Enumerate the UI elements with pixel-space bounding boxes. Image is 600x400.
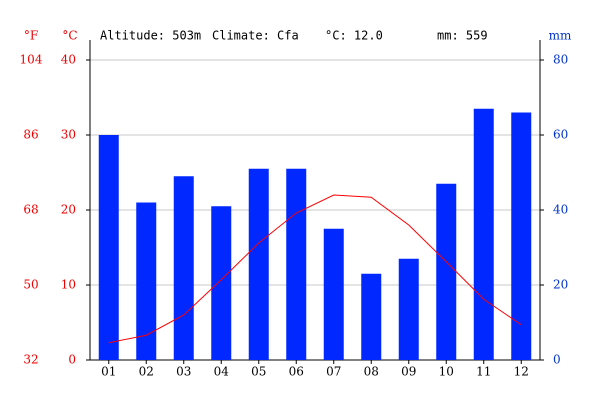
y-tick-label: 20: [61, 203, 76, 217]
y2-tick-label: 20: [553, 278, 568, 292]
bar: [323, 228, 344, 360]
y-axis-title: °C: [62, 29, 77, 43]
header-climate: Climate: Cfa: [212, 29, 299, 43]
bar: [436, 183, 457, 360]
y-tick-label: 40: [61, 53, 76, 67]
bar: [136, 202, 157, 360]
y-tick-label: 30: [61, 128, 76, 142]
x-tick-label: 02: [139, 365, 154, 379]
header-precip: mm: 559: [437, 29, 488, 43]
f-tick-label: 68: [23, 203, 38, 217]
x-tick-label: 04: [214, 365, 230, 379]
header-altitude: Altitude: 503m: [100, 29, 201, 43]
x-tick-label: 10: [439, 365, 454, 379]
bar: [286, 168, 307, 360]
x-tick-label: 11: [476, 365, 491, 379]
x-tick-label: 01: [101, 365, 116, 379]
y-tick-label: 0: [68, 353, 76, 367]
bar: [398, 258, 419, 360]
f-axis-title: °F: [24, 29, 38, 43]
bar: [173, 176, 194, 360]
bar: [211, 206, 232, 360]
bar: [98, 135, 119, 360]
y2-tick-label: 0: [553, 353, 561, 367]
x-tick-label: 03: [176, 365, 191, 379]
x-tick-label: 07: [326, 365, 341, 379]
bar: [248, 168, 269, 360]
y2-tick-label: 40: [553, 203, 568, 217]
y-tick-label: 10: [61, 278, 76, 292]
temperature-line: [108, 194, 522, 344]
x-tick-label: 12: [514, 365, 529, 379]
bar: [511, 112, 532, 360]
f-tick-label: 104: [20, 53, 43, 67]
x-tick-label: 06: [289, 365, 304, 379]
y2-axis-title: mm: [549, 29, 572, 43]
bar: [473, 108, 494, 360]
x-tick-label: 05: [251, 365, 266, 379]
f-tick-label: 86: [23, 128, 38, 142]
f-tick-label: 32: [23, 353, 38, 367]
header-temp: °C: 12.0: [325, 29, 383, 43]
y2-tick-label: 80: [553, 53, 568, 67]
x-tick-label: 09: [401, 365, 416, 379]
y2-tick-label: 60: [553, 128, 568, 142]
bar: [361, 273, 382, 360]
x-tick-label: 08: [364, 365, 379, 379]
f-tick-label: 50: [23, 278, 38, 292]
